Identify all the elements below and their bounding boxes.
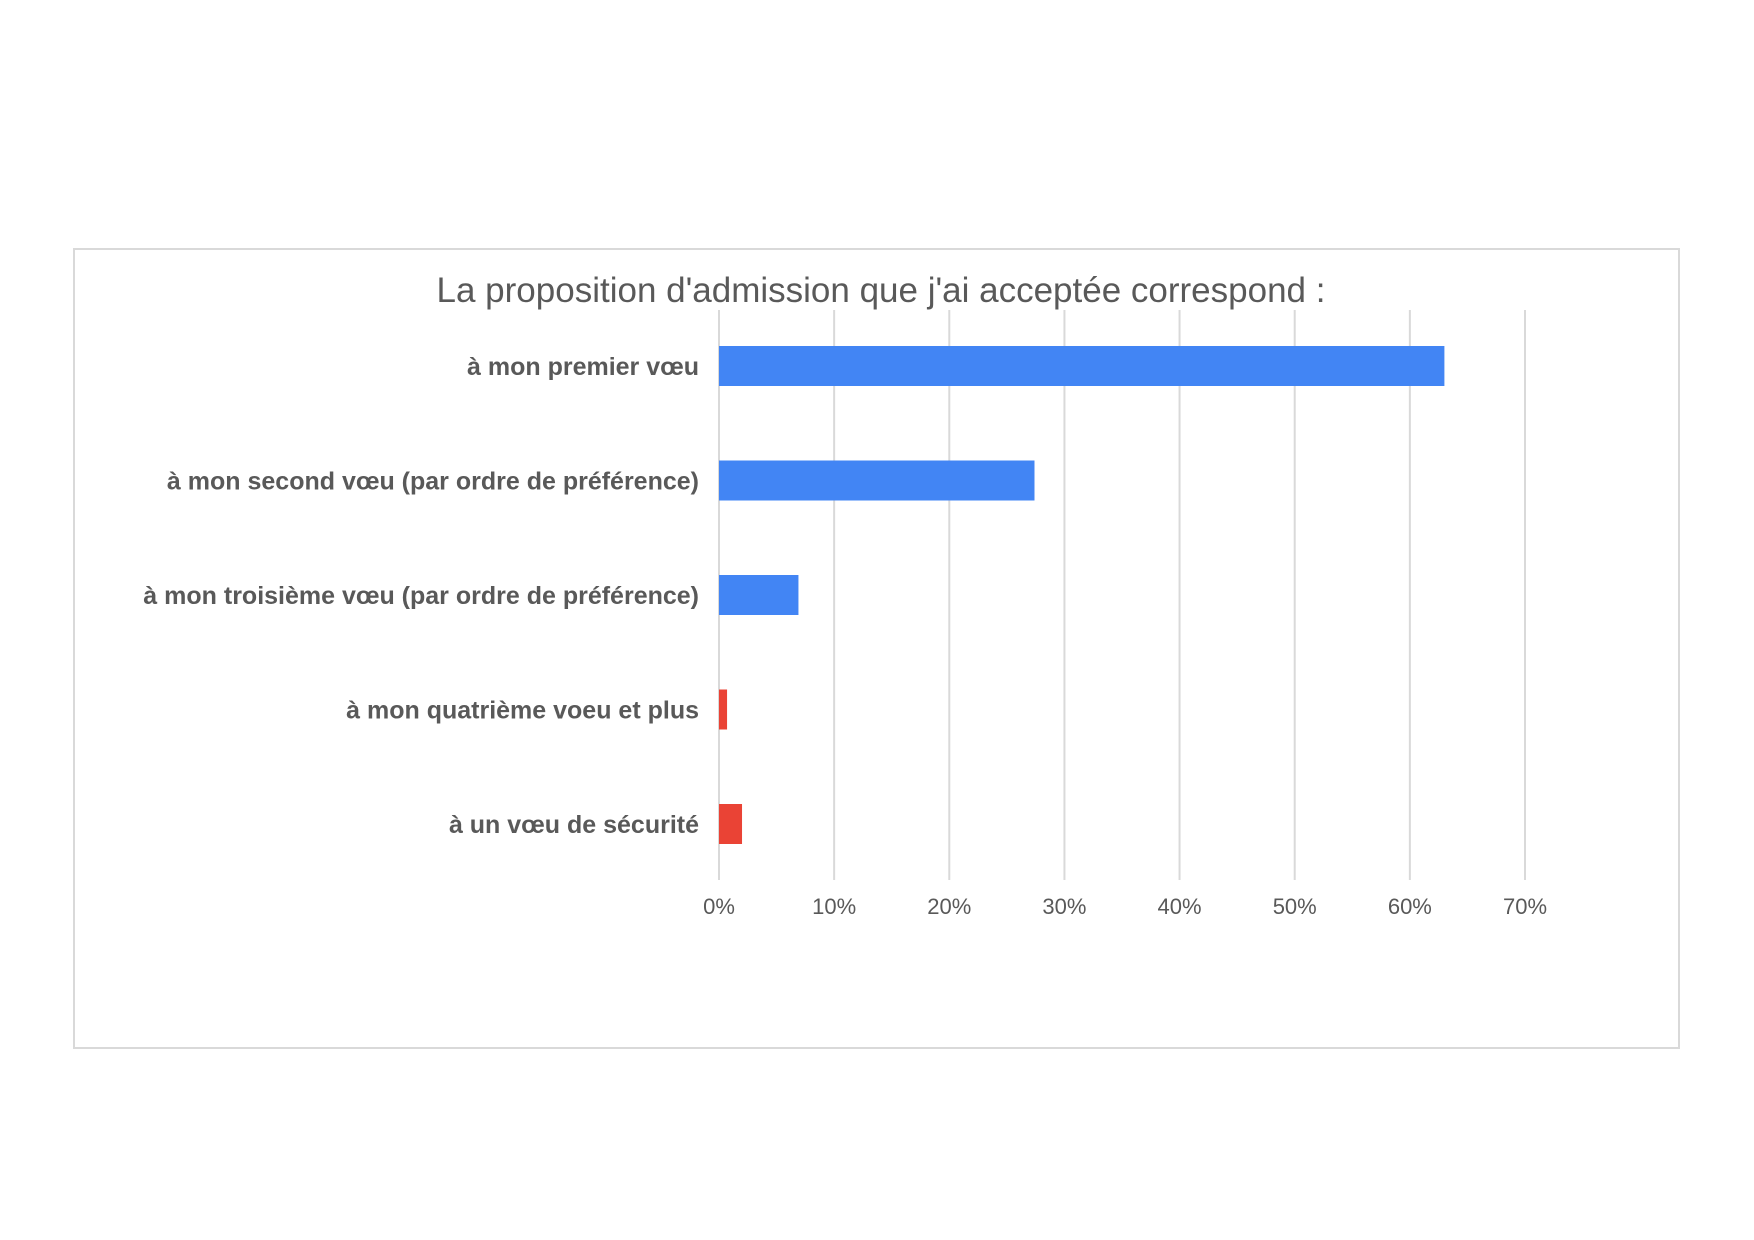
x-axis-tick-labels: 0% 10% 20% 30% 40% 50% 60% 70% — [703, 894, 1547, 919]
chart-frame: La proposition d'admission que j'ai acce… — [73, 248, 1680, 1049]
category-label: à mon quatrième voeu et plus — [346, 697, 699, 725]
x-tick-label: 10% — [812, 894, 856, 919]
x-tick-label: 0% — [703, 894, 735, 919]
x-tick-label: 60% — [1388, 894, 1432, 919]
category-labels: à mon premier vœu à mon second vœu (par o… — [143, 353, 699, 839]
chart-title: La proposition d'admission que j'ai acce… — [437, 271, 1326, 310]
category-label: à mon second vœu (par ordre de préférenc… — [167, 468, 699, 496]
x-tick-label: 20% — [927, 894, 971, 919]
gridlines — [718, 310, 1526, 880]
bar — [719, 346, 1445, 386]
x-tick-label: 30% — [1042, 894, 1086, 919]
bar — [719, 460, 1035, 501]
category-label: à un vœu de sécurité — [449, 811, 699, 839]
bar — [719, 689, 728, 730]
bar-chart: La proposition d'admission que j'ai acce… — [143, 271, 1547, 919]
x-tick-label: 70% — [1503, 894, 1547, 919]
category-label: à mon premier vœu — [467, 353, 699, 381]
x-tick-label: 50% — [1273, 894, 1317, 919]
category-label: à mon troisième vœu (par ordre de préfér… — [143, 582, 699, 610]
bar — [719, 804, 743, 844]
bar — [719, 575, 799, 615]
bars — [719, 346, 1445, 844]
x-tick-label: 40% — [1158, 894, 1202, 919]
